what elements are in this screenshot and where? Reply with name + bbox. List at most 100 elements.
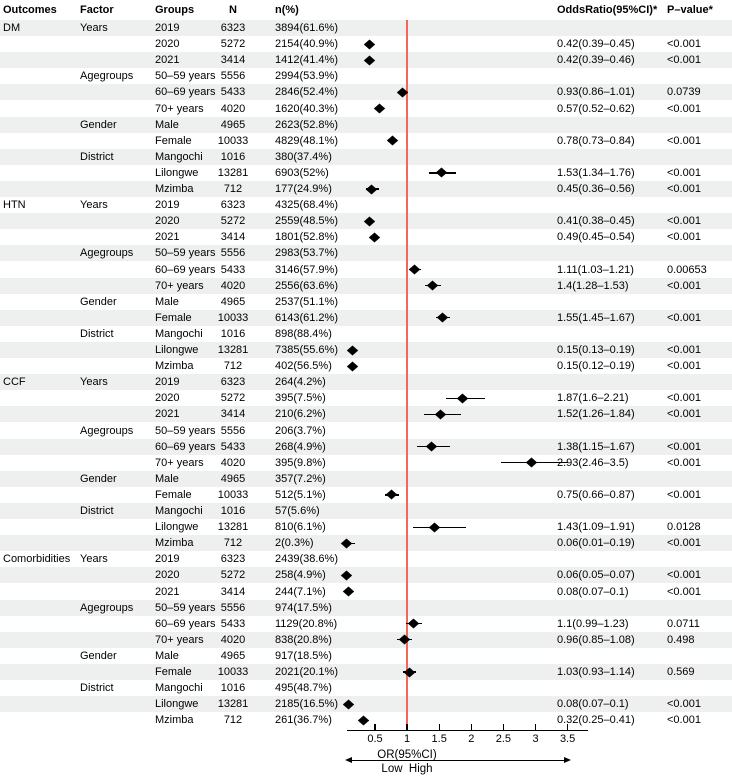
table-header-row: Outcomes Factor Groups N n(%) OddsRatio(…	[0, 0, 732, 20]
table-row: 2021 3414 1412(41.4%) 0.42(0.39–0.46) <0.001	[0, 52, 732, 68]
row-shading-band	[0, 503, 732, 520]
cell-factor: Agegroups	[80, 247, 134, 260]
cell-n-pct: 261(36.7%)	[275, 714, 332, 727]
cell-n-pct: 2(0.3%)	[275, 537, 314, 550]
cell-oddsratio: 0.08(0.07–0.1)	[557, 698, 629, 711]
x-axis-tick-label: 2	[468, 733, 475, 745]
cell-n-pct: 3146(57.9%)	[275, 263, 338, 276]
cell-oddsratio: 0.93(0.86–1.01)	[557, 86, 635, 99]
cell-n: 3414	[220, 54, 246, 67]
cell-n: 4020	[220, 279, 246, 292]
cell-factor: District	[80, 682, 114, 695]
cell-n: 1016	[220, 150, 246, 163]
table-row: 2021 3414 210(6.2%) 1.52(1.26–1.84) <0.001	[0, 406, 732, 422]
cell-n: 6323	[220, 22, 246, 34]
cell-n: 6323	[220, 376, 246, 389]
cell-n: 4965	[220, 472, 246, 485]
table-row: HTN Years 2019 6323 4325(68.4%)	[0, 197, 732, 213]
table-row: 60–69 years 5433 268(4.9%) 1.38(1.15–1.67) <…	[0, 439, 732, 455]
cell-factor: Gender	[80, 295, 117, 308]
cell-group: 2020	[155, 569, 180, 582]
cell-group: 2019	[155, 553, 180, 566]
cell-factor: Years	[80, 199, 108, 212]
cell-pvalue: <0.001	[667, 440, 701, 453]
cell-n: 4020	[220, 102, 246, 115]
arrowhead-left-icon	[345, 757, 352, 763]
cell-n-pct: 2556(63.6%)	[275, 279, 338, 292]
cell-n-pct: 2983(53.7%)	[275, 247, 338, 260]
cell-n: 10033	[217, 666, 249, 678]
cell-group: 2021	[155, 231, 180, 244]
cell-n: 4965	[220, 295, 246, 308]
cell-outcome: DM	[3, 22, 21, 34]
table-row: Lilongwe 13281 810(6.1%) 1.43(1.09–1.91) 0.0…	[0, 519, 732, 535]
cell-group: 2021	[155, 54, 180, 67]
cell-pvalue: <0.001	[667, 537, 701, 550]
cell-n: 1016	[220, 682, 246, 695]
low-high-label: Low High	[381, 763, 433, 775]
table-row: 2020 5272 258(4.9%) 0.06(0.05–0.07) <0.001	[0, 567, 732, 583]
table-row: Mzimba 712 2(0.3%) 0.06(0.01–0.19) <0.001	[0, 535, 732, 551]
table-row: Gender Male 4965 357(7.2%)	[0, 471, 732, 487]
cell-n-pct: 258(4.9%)	[275, 569, 326, 582]
cell-n: 4965	[220, 118, 246, 131]
cell-factor: Years	[80, 376, 108, 389]
cell-pvalue: 0.0711	[667, 617, 700, 630]
cell-group: 2021	[155, 408, 180, 421]
table-row: Female 10033 2021(20.1%) 1.03(0.93–1.14) 0.5…	[0, 664, 732, 680]
cell-oddsratio: 0.06(0.05–0.07)	[557, 569, 635, 582]
table-row: 60–69 years 5433 2846(52.4%) 0.93(0.86–1.01…	[0, 84, 732, 100]
cell-oddsratio: 0.75(0.66–0.87)	[557, 488, 635, 501]
cell-n-pct: 2185(16.5%)	[275, 698, 338, 711]
cell-n-pct: 395(7.5%)	[275, 392, 326, 405]
row-shading-band	[0, 277, 732, 294]
cell-n-pct: 6903(52%)	[275, 166, 329, 179]
cell-pvalue: <0.001	[667, 311, 701, 324]
cell-factor: Years	[80, 22, 108, 34]
cell-factor: Agegroups	[80, 424, 134, 437]
cell-oddsratio: 1.87(1.6–2.21)	[557, 392, 629, 405]
cell-n-pct: 810(6.1%)	[275, 521, 326, 534]
cell-n: 5433	[220, 86, 246, 99]
col-header-pvalue: P–value*	[667, 4, 713, 16]
cell-n-pct: 1620(40.3%)	[275, 102, 338, 115]
row-shading-band	[0, 567, 732, 584]
cell-oddsratio: 0.42(0.39–0.46)	[557, 54, 635, 67]
cell-n-pct: 268(4.9%)	[275, 440, 326, 453]
table-row: Mzimba 712 402(56.5%) 0.15(0.12–0.19) <0.001	[0, 358, 732, 374]
cell-group: Male	[155, 472, 179, 485]
row-shading-band	[0, 438, 732, 455]
cell-pvalue: <0.001	[667, 392, 701, 405]
cell-oddsratio: 0.32(0.25–0.41)	[557, 714, 635, 727]
cell-pvalue: <0.001	[667, 569, 701, 582]
cell-n: 3414	[220, 585, 246, 598]
cell-group: 60–69 years	[155, 86, 216, 99]
table-row: District Mangochi 1016 57(5.6%)	[0, 503, 732, 519]
x-axis-tick-label: 0.5	[367, 733, 383, 745]
cell-oddsratio: 1.1(0.99–1.23)	[557, 617, 629, 630]
cell-oddsratio: 0.15(0.12–0.19)	[557, 360, 635, 373]
cell-n: 10033	[217, 311, 249, 324]
cell-group: 60–69 years	[155, 263, 216, 276]
cell-pvalue: 0.0739	[667, 86, 701, 99]
table-row: Gender Male 4965 2537(51.1%)	[0, 294, 732, 310]
cell-pvalue: <0.001	[667, 698, 701, 711]
cell-group: Male	[155, 118, 179, 131]
cell-oddsratio: 0.49(0.45–0.54)	[557, 231, 635, 244]
cell-factor: District	[80, 150, 114, 163]
row-shading-band	[0, 309, 732, 326]
cell-n-pct: 177(24.9%)	[275, 183, 332, 195]
cell-n: 13281	[217, 166, 249, 179]
cell-group: Mzimba	[155, 183, 194, 195]
col-header-groups: Groups	[155, 4, 195, 16]
cell-factor: Gender	[80, 118, 117, 131]
cell-pvalue: <0.001	[667, 360, 701, 373]
cell-n: 5272	[220, 569, 246, 582]
cell-group: 2020	[155, 38, 180, 51]
cell-n: 5272	[220, 38, 246, 51]
cell-n-pct: 357(7.2%)	[275, 472, 326, 485]
table-row: Agegroups 50–59 years 5556 206(3.7%)	[0, 423, 732, 439]
cell-n: 712	[223, 183, 243, 195]
